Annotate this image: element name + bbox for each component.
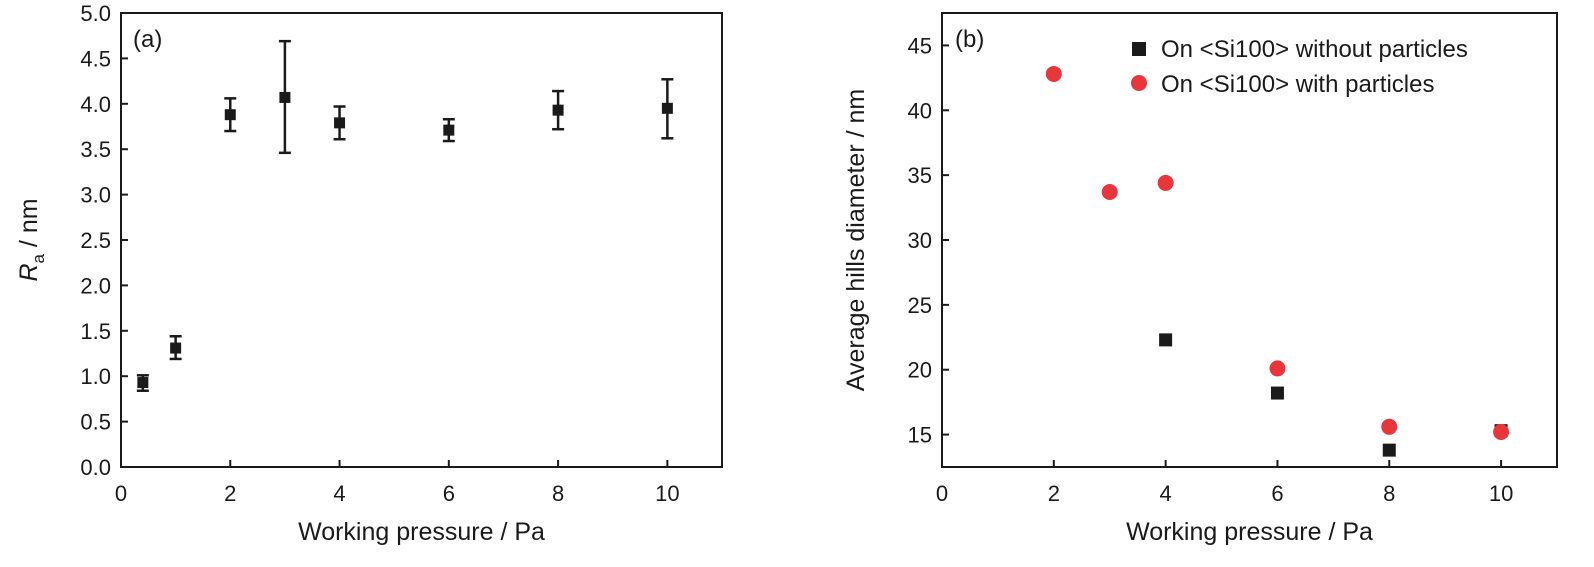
y-axis-title-a-main: R	[15, 263, 43, 281]
y-tick-label: 0.0	[80, 455, 111, 480]
panel-label-b: (b)	[955, 26, 984, 53]
y-tick-label: 20	[908, 358, 932, 383]
y-tick-label: 40	[908, 98, 932, 123]
chart-panel-b: 0 2 4 6 8 10 15 20 25 30 35 40 45 (b) Working press…	[842, 12, 1558, 546]
legend-label-without-particles: On <Si100> without particles	[1161, 36, 1468, 63]
y-tick-label: 35	[908, 163, 932, 188]
x-tick-label: 0	[936, 481, 948, 506]
x-tick-label: 4	[333, 481, 345, 506]
x-axis-ticks-b: 0 2 4 6 8 10	[936, 460, 1513, 506]
y-tick-label: 4.5	[80, 46, 111, 71]
data-point-square	[1159, 333, 1173, 347]
y-axis-ticks-b: 15 20 25 30 35 40 45	[908, 33, 949, 448]
legend-marker-without-particles	[1132, 42, 1146, 56]
data-point-circle	[1381, 418, 1398, 435]
x-tick-label: 0	[115, 481, 127, 506]
legend-label-with-particles: On <Si100> with particles	[1161, 71, 1434, 98]
data-point-square	[443, 124, 455, 136]
y-axis-title-a-suffix: / nm	[15, 198, 43, 254]
x-tick-label: 2	[1048, 481, 1060, 506]
plot-frame-a	[120, 12, 723, 468]
chart-panel-a: 0 2 4 6 8 10 0.0 0.5 1.0 1.5 2.0 2.5 3.0 3.5 4.0 4.5 5.…	[15, 1, 723, 546]
x-axis-title-a: Working pressure / Pa	[298, 518, 545, 546]
data-point-square	[137, 377, 149, 389]
y-axis-title-a: Ra / nm	[15, 198, 48, 281]
data-point-circle	[1045, 65, 1062, 82]
data-point-circle	[1101, 184, 1118, 201]
legend-b: On <Si100> without particles On <Si100> …	[1131, 36, 1468, 98]
y-tick-label: 3.5	[80, 137, 111, 162]
x-tick-label: 2	[224, 481, 236, 506]
legend-marker-with-particles	[1131, 75, 1147, 91]
data-marks-a	[136, 39, 674, 392]
data-point-square	[170, 342, 182, 354]
data-point-circle	[1157, 174, 1174, 191]
x-tick-label: 8	[552, 481, 564, 506]
y-tick-label: 1.5	[80, 319, 111, 344]
data-point-circle	[1493, 423, 1510, 440]
data-point-square	[1382, 443, 1396, 457]
x-axis-title-b: Working pressure / Pa	[1126, 518, 1373, 546]
data-point-square	[224, 109, 236, 121]
x-tick-label: 8	[1383, 481, 1395, 506]
y-tick-label: 2.0	[80, 273, 111, 298]
y-tick-label: 30	[908, 228, 932, 253]
panel-label-a: (a)	[133, 26, 162, 53]
data-point-square	[661, 102, 673, 114]
y-tick-label: 5.0	[80, 1, 111, 26]
x-tick-label: 6	[1271, 481, 1283, 506]
data-point-square	[279, 91, 291, 103]
x-axis-ticks-a: 0 2 4 6 8 10	[115, 460, 680, 506]
y-tick-label: 1.0	[80, 364, 111, 389]
y-axis-title-b: Average hills diameter / nm	[842, 89, 870, 391]
data-point-square	[552, 104, 564, 116]
y-axis-ticks-a: 0.0 0.5 1.0 1.5 2.0 2.5 3.0 3.5 4.0 4.5 5.0	[80, 1, 128, 480]
x-tick-label: 10	[1489, 481, 1513, 506]
x-tick-label: 10	[655, 481, 679, 506]
y-tick-label: 15	[908, 423, 932, 448]
y-tick-label: 0.5	[80, 410, 111, 435]
y-tick-label: 2.5	[80, 228, 111, 253]
data-point-square	[334, 117, 346, 129]
y-tick-label: 3.0	[80, 183, 111, 208]
data-marks-b	[1045, 65, 1510, 457]
y-tick-label: 25	[908, 293, 932, 318]
y-axis-title-a-subscript: a	[29, 253, 48, 263]
y-tick-label: 45	[908, 33, 932, 58]
data-point-circle	[1269, 360, 1286, 377]
x-tick-label: 4	[1160, 481, 1172, 506]
y-tick-label: 4.0	[80, 92, 111, 117]
data-point-square	[1270, 386, 1284, 400]
x-tick-label: 6	[443, 481, 455, 506]
